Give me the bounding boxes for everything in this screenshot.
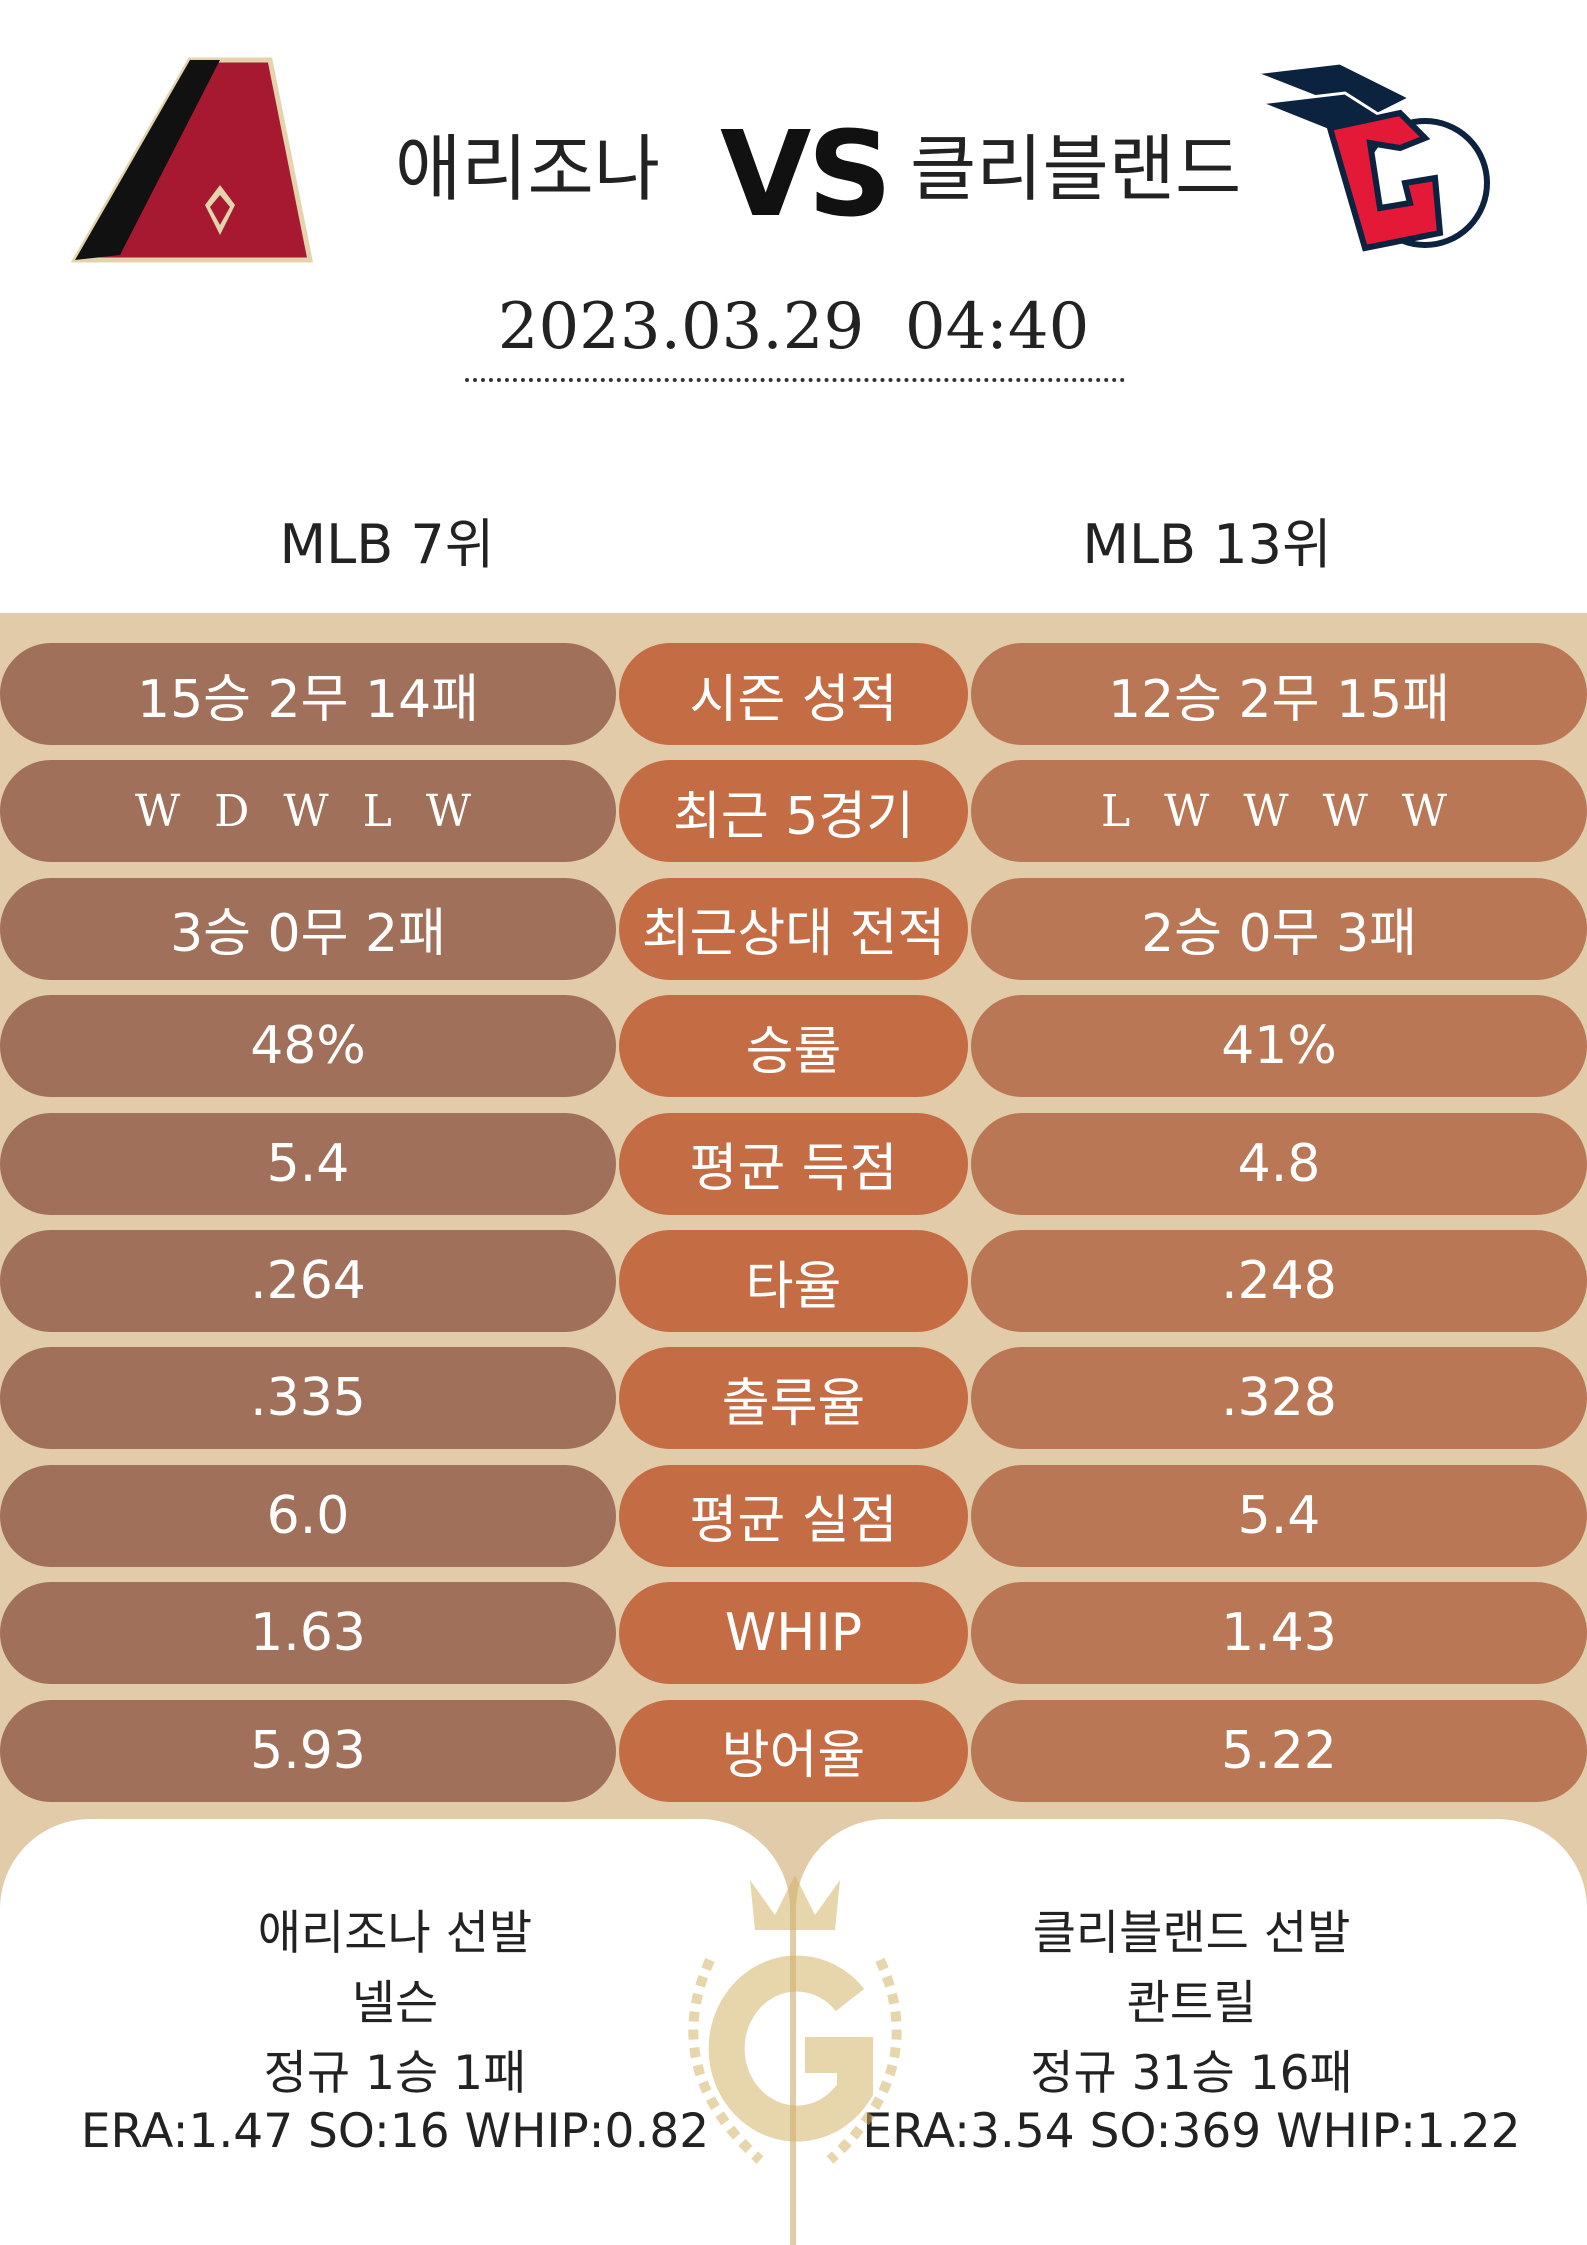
stat-label: WHIP [619,1582,968,1685]
away-stat: L W W W W [971,760,1587,863]
stat-label: 최근 5경기 [619,760,968,863]
pitcher-line: 애리조나 선발 [257,1906,533,1961]
home-stat: W D W L W [0,760,616,863]
stat-label: 출루율 [619,1347,968,1450]
away-stat: 5.22 [971,1699,1587,1802]
stat-label: 평균 실점 [619,1464,968,1567]
stat-label: 승률 [619,995,968,1098]
away-stat: 41% [971,995,1587,1098]
home-rank: MLB 7위 [279,513,495,576]
home-team: 애리조나 [395,127,660,211]
home-stat: 1.63 [0,1582,616,1685]
away-stat: .248 [971,1230,1587,1332]
pitcher-line: ERA:3.54 SO:369 WHIP:1.22 [862,2104,1521,2159]
arizona-logo [70,57,314,263]
vs-label: VS [720,105,892,243]
home-stat: .264 [0,1230,616,1332]
pitcher-line: 클리블랜드 선발 [1032,1906,1351,1961]
pitcher-line: 정규 31승 16패 [1030,2046,1353,2101]
home-stat: 6.0 [0,1464,616,1567]
home-stat: 15승 2무 14패 [0,643,616,745]
home-stat: 3승 0무 2패 [0,877,616,980]
away-stat: .328 [971,1347,1587,1450]
away-stat: 4.8 [971,1112,1587,1215]
stat-label: 평균 득점 [619,1112,968,1215]
away-stat: 12승 2무 15패 [971,643,1587,745]
pitcher-line: ERA:1.47 SO:16 WHIP:0.82 [80,2104,710,2159]
stat-label: 최근상대 전적 [619,877,968,980]
away-stat: 1.43 [971,1582,1587,1685]
away-rank: MLB 13위 [1082,513,1332,576]
stat-label: 시즌 성적 [619,643,968,745]
watermark [688,1875,902,2164]
away-stat: 2승 0무 3패 [971,877,1587,980]
cleveland-logo [1254,61,1490,252]
home-stat: 5.4 [0,1112,616,1215]
divider [465,378,1125,382]
home-stat: 48% [0,995,616,1098]
pitcher-line: 넬슨 [351,1976,439,2031]
home-stat: 5.93 [0,1699,616,1802]
stat-label: 타율 [619,1230,968,1332]
home-stat: .335 [0,1347,616,1450]
date-time: 2023.03.29 04:40 [497,290,1090,364]
stat-label: 방어율 [619,1699,968,1802]
pitcher-line: 정규 1승 1패 [263,2046,527,2101]
pitcher-line: 콴트릴 [1126,1976,1257,2031]
away-stat: 5.4 [971,1464,1587,1567]
away-team: 클리블랜드 [910,127,1242,211]
